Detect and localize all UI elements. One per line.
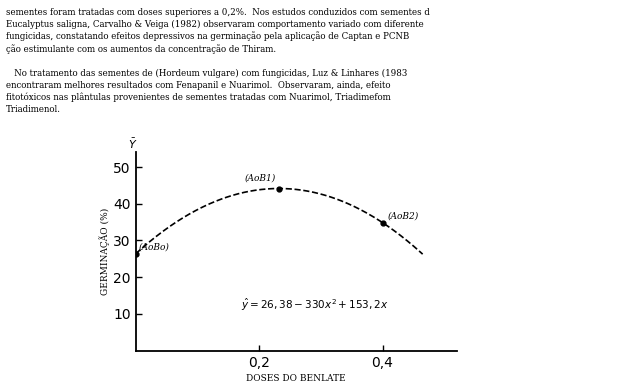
Text: (AoB1): (AoB1): [244, 174, 276, 183]
Text: (AoB2): (AoB2): [387, 212, 419, 221]
X-axis label: DOSES DO BENLATE: DOSES DO BENLATE: [246, 374, 346, 381]
Text: $\bar{Y}$: $\bar{Y}$: [128, 136, 138, 150]
Text: (AoBo): (AoBo): [139, 243, 170, 252]
Text: $\hat{y} = 26,38 - 330x^2 + 153,2 x$: $\hat{y} = 26,38 - 330x^2 + 153,2 x$: [241, 296, 388, 313]
Y-axis label: GERMINAÇÃO (%): GERMINAÇÃO (%): [100, 208, 110, 295]
Text: sementes foram tratadas com doses superiores a 0,2%.  Nos estudos conduzidos com: sementes foram tratadas com doses superi…: [6, 8, 430, 114]
